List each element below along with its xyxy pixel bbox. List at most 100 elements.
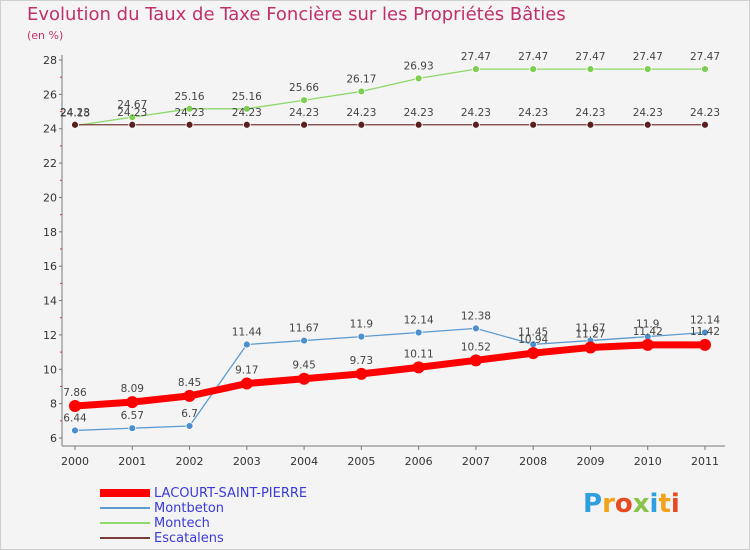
data-label: 24.23 — [461, 107, 491, 119]
data-label: 24.23 — [117, 107, 147, 119]
data-point — [242, 120, 251, 129]
data-label: 24.18 — [60, 108, 90, 120]
data-label: 24.23 — [289, 107, 319, 119]
data-label: 27.47 — [461, 51, 491, 63]
data-label: 11.27 — [575, 328, 605, 340]
y-tick-label: 8 — [50, 398, 57, 411]
data-point — [643, 120, 652, 129]
series-line-1 — [74, 327, 706, 432]
data-point — [357, 120, 366, 129]
data-point — [472, 120, 480, 129]
data-label: 24.23 — [404, 107, 434, 119]
legend-swatch — [100, 489, 150, 497]
data-point — [183, 389, 196, 402]
y-tick-label: 22 — [43, 157, 57, 170]
data-point — [185, 120, 194, 129]
data-point — [529, 65, 538, 74]
data-label: 9.17 — [235, 365, 258, 377]
data-label: 25.66 — [289, 82, 319, 94]
data-point — [357, 332, 366, 341]
data-label: 11.67 — [575, 323, 605, 335]
data-point — [128, 424, 137, 433]
data-label: 24.23 — [518, 107, 548, 119]
data-point — [185, 104, 194, 113]
y-tick-label: 26 — [43, 88, 57, 101]
proxiti-logo: Proxiti — [583, 489, 680, 519]
logo-letter: i — [649, 489, 659, 519]
data-label: 11.42 — [690, 326, 720, 338]
x-tick-label: 2003 — [233, 455, 261, 468]
series-line-0 — [71, 341, 709, 410]
x-tick-label: 2006 — [405, 455, 433, 468]
x-tick-label: 2004 — [290, 455, 318, 468]
data-label: 10.11 — [404, 348, 434, 360]
y-tick-label: 18 — [43, 226, 57, 239]
data-point — [414, 120, 423, 129]
data-label: 25.16 — [232, 91, 262, 103]
data-point — [69, 400, 81, 413]
logo-letter: i — [670, 489, 680, 519]
data-point — [185, 422, 194, 430]
data-point — [527, 347, 540, 360]
data-point — [414, 328, 423, 337]
data-point — [699, 338, 711, 351]
data-label: 24.67 — [117, 99, 147, 111]
data-label: 11.45 — [518, 326, 548, 338]
data-point — [412, 361, 425, 374]
data-point — [586, 120, 595, 129]
chart-title: Evolution du Taux de Taxe Foncière sur l… — [27, 4, 566, 25]
data-label: 6.7 — [181, 408, 198, 420]
line-chart: 6 8 10 12 14 16 18 20 22 24 26 28 2000 2001 2002 2003 20… — [43, 51, 725, 468]
data-point — [472, 324, 480, 333]
data-point — [300, 336, 308, 345]
y-tick-label: 28 — [43, 54, 57, 67]
data-point — [701, 120, 709, 129]
data-point — [126, 396, 139, 409]
data-point — [586, 65, 595, 74]
data-label: 8.45 — [178, 377, 201, 389]
data-point — [242, 340, 251, 349]
legend-swatch — [100, 507, 150, 509]
series-line-2 — [74, 68, 706, 127]
data-label: 8.09 — [121, 383, 144, 395]
data-label: 27.47 — [518, 51, 548, 63]
legend-swatch — [100, 522, 150, 524]
data-label: 7.86 — [63, 387, 87, 399]
y-tick-label: 6 — [50, 432, 57, 445]
x-tick-label: 2011 — [691, 455, 719, 468]
data-point — [298, 372, 311, 385]
data-point — [357, 87, 366, 96]
data-label: 24.23 — [60, 107, 90, 119]
data-label: 24.23 — [346, 107, 376, 119]
logo-letter: o — [614, 489, 633, 519]
x-tick-label: 2002 — [176, 455, 204, 468]
logo-letter: t — [658, 489, 671, 519]
x-tick-label: 2001 — [118, 455, 146, 468]
data-label: 24.23 — [232, 107, 262, 119]
x-tick-label: 2000 — [61, 455, 89, 468]
x-tick-label: 2005 — [347, 455, 375, 468]
data-point — [701, 328, 709, 337]
data-label: 27.47 — [633, 51, 663, 63]
x-tick-label: 2008 — [519, 455, 547, 468]
data-point — [641, 338, 654, 351]
y-tick-label: 24 — [43, 123, 57, 136]
logo-letter: P — [583, 489, 603, 519]
data-label: 24.23 — [175, 107, 205, 119]
legend-swatch — [100, 537, 150, 539]
data-label: 24.23 — [690, 107, 720, 119]
logo-letter: x — [632, 489, 650, 519]
x-tick-label: 2010 — [634, 455, 662, 468]
data-point — [71, 120, 79, 129]
data-label: 9.45 — [292, 360, 315, 372]
y-tick-label: 16 — [43, 260, 57, 273]
data-label: 27.47 — [690, 51, 720, 63]
data-label: 12.38 — [461, 310, 491, 322]
data-label: 24.23 — [575, 107, 605, 119]
data-label: 9.73 — [350, 355, 373, 367]
data-label: 6.44 — [63, 412, 87, 424]
x-tick-label: 2009 — [576, 455, 604, 468]
data-point — [240, 377, 253, 390]
x-tick-label: 2007 — [462, 455, 490, 468]
